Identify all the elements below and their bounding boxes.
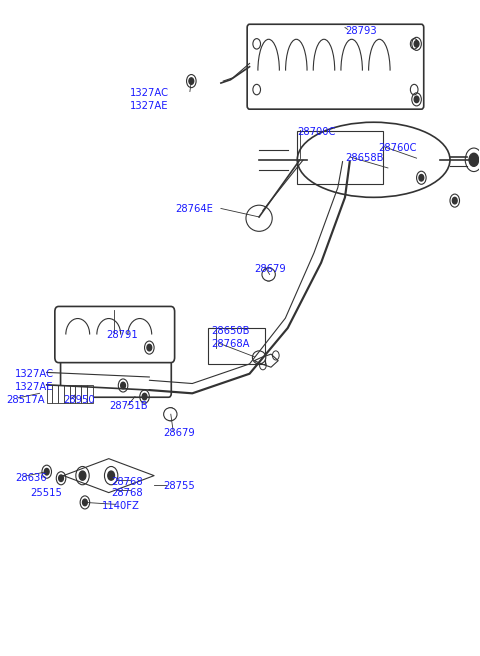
Circle shape: [120, 382, 125, 389]
Bar: [70, 385, 75, 403]
FancyBboxPatch shape: [55, 306, 175, 363]
Circle shape: [108, 471, 115, 480]
Bar: [64, 385, 70, 403]
Ellipse shape: [252, 351, 266, 364]
Bar: [47, 385, 52, 403]
Circle shape: [142, 394, 147, 400]
Ellipse shape: [297, 122, 450, 197]
Text: 28768: 28768: [111, 487, 143, 498]
FancyBboxPatch shape: [60, 344, 171, 398]
Circle shape: [168, 411, 173, 417]
Bar: [58, 385, 64, 403]
Text: 28768: 28768: [111, 476, 143, 487]
Circle shape: [59, 475, 63, 482]
Text: 28755: 28755: [164, 481, 195, 491]
Text: 28636: 28636: [15, 473, 47, 483]
Text: 28658B: 28658B: [345, 153, 384, 163]
Circle shape: [257, 355, 262, 361]
Circle shape: [452, 197, 457, 204]
Text: 28950: 28950: [63, 395, 95, 405]
Text: 28768A: 28768A: [211, 339, 250, 350]
Ellipse shape: [262, 268, 276, 281]
Text: 28679: 28679: [164, 428, 195, 438]
Bar: [87, 385, 93, 403]
Bar: [81, 385, 87, 403]
Text: 28650B: 28650B: [211, 326, 250, 337]
Bar: [52, 385, 58, 403]
Text: 28791: 28791: [107, 329, 138, 340]
Ellipse shape: [246, 205, 272, 232]
Circle shape: [419, 174, 424, 181]
Bar: [208, 328, 265, 364]
Text: 28517A: 28517A: [6, 395, 45, 405]
Text: 1140FZ: 1140FZ: [102, 501, 140, 510]
Text: 28700C: 28700C: [297, 127, 336, 137]
Text: 28764E: 28764E: [176, 204, 214, 214]
Text: 1327AC: 1327AC: [15, 369, 54, 379]
Bar: [75, 385, 81, 403]
Circle shape: [79, 471, 86, 480]
Circle shape: [189, 78, 194, 85]
Text: 25515: 25515: [30, 487, 62, 498]
Circle shape: [469, 154, 479, 167]
Text: 1327AE: 1327AE: [15, 382, 53, 392]
Circle shape: [44, 468, 49, 475]
Text: 28793: 28793: [345, 26, 377, 36]
Text: 28760C: 28760C: [378, 144, 417, 154]
Text: 28751B: 28751B: [109, 401, 147, 411]
Ellipse shape: [164, 407, 177, 420]
Circle shape: [266, 271, 271, 277]
Circle shape: [414, 96, 419, 102]
Circle shape: [414, 41, 419, 47]
Text: 28679: 28679: [254, 264, 286, 274]
Circle shape: [83, 499, 87, 506]
Circle shape: [147, 344, 152, 351]
Bar: [297, 131, 383, 184]
Text: 1327AC: 1327AC: [130, 88, 169, 98]
Text: 1327AE: 1327AE: [130, 101, 169, 111]
FancyBboxPatch shape: [247, 24, 424, 109]
